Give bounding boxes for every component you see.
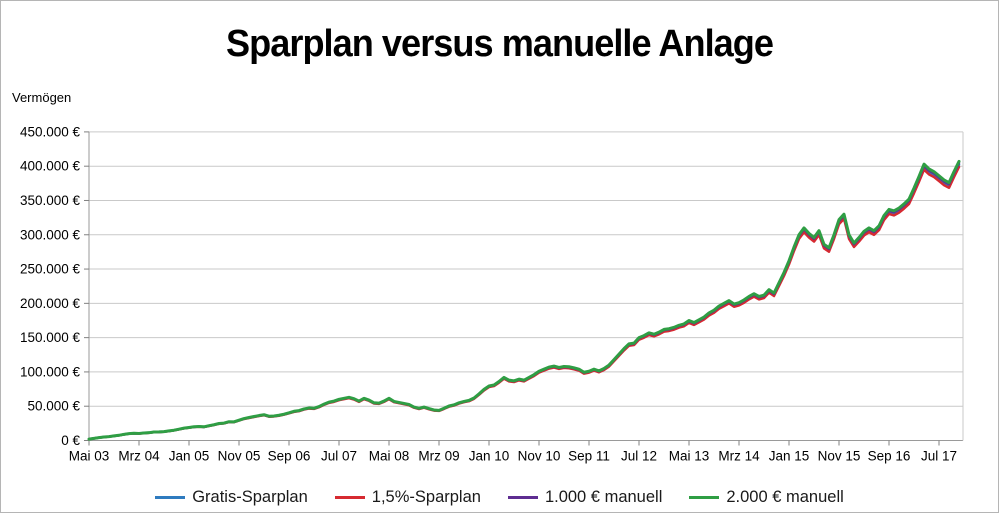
legend-label: 1.000 € manuell <box>544 488 663 506</box>
legend-item: 2.000 € manuell <box>689 488 844 507</box>
chart-title: Sparplan versus manuelle Anlage <box>225 23 774 65</box>
legend-line-icon <box>334 496 365 499</box>
x-tick-label: Mrz 04 <box>118 449 160 464</box>
series-line-gratis-sparplan <box>87 163 961 441</box>
legend-item: Gratis-Sparplan <box>155 488 308 507</box>
x-tick-label: Jan 05 <box>169 449 210 464</box>
x-tick-label: Sep 11 <box>568 449 610 464</box>
y-tick-label: 50.000 € <box>27 399 80 414</box>
y-tick-label: 450.000 € <box>20 124 81 139</box>
x-tick-label: Nov 15 <box>818 449 861 464</box>
y-tick-label: 150.000 € <box>20 330 81 345</box>
x-tick-label: Mai 13 <box>669 449 710 464</box>
legend-item: 1.000 € manuell <box>507 488 663 507</box>
y-tick-label: 0 € <box>61 433 80 448</box>
x-tick-label: Sep 06 <box>268 449 311 464</box>
y-tick-label: 100.000 € <box>20 364 81 379</box>
x-tick-label: Jul 12 <box>621 449 657 464</box>
legend-item: 1,5%-Sparplan <box>334 488 481 507</box>
x-tick-label: Sep 16 <box>868 449 911 464</box>
series-line-2-000-manuell <box>87 159 961 441</box>
x-tick-label: Mrz 14 <box>718 449 760 464</box>
legend-line-icon <box>155 496 186 499</box>
x-tick-label: Jul 17 <box>921 449 957 464</box>
y-tick-label: 300.000 € <box>20 227 81 242</box>
legend-line-icon <box>507 496 538 499</box>
x-tick-label: Mai 08 <box>369 449 410 464</box>
x-tick-label: Nov 10 <box>518 449 561 464</box>
chart-legend: Gratis-Sparplan 1,5%-Sparplan 1.000 € manu… <box>1 488 998 507</box>
legend-line-icon <box>689 496 720 499</box>
x-tick-label: Jan 15 <box>769 449 810 464</box>
x-tick-label: Jul 07 <box>321 449 357 464</box>
x-tick-label: Mai 03 <box>69 449 110 464</box>
legend-label: Gratis-Sparplan <box>192 488 308 506</box>
series-line-1-000-manuell <box>87 161 961 441</box>
y-tick-label: 350.000 € <box>20 193 81 208</box>
x-tick-label: Nov 05 <box>218 449 261 464</box>
y-tick-label: 250.000 € <box>20 262 81 277</box>
x-tick-label: Jan 10 <box>469 449 510 464</box>
legend-label: 2.000 € manuell <box>726 488 844 506</box>
legend-label: 1,5%-Sparplan <box>371 488 481 506</box>
y-axis-title: Vermögen <box>12 90 72 105</box>
y-tick-label: 200.000 € <box>20 296 81 311</box>
y-tick-label: 400.000 € <box>20 159 81 174</box>
x-tick-label: Mrz 09 <box>418 449 459 464</box>
